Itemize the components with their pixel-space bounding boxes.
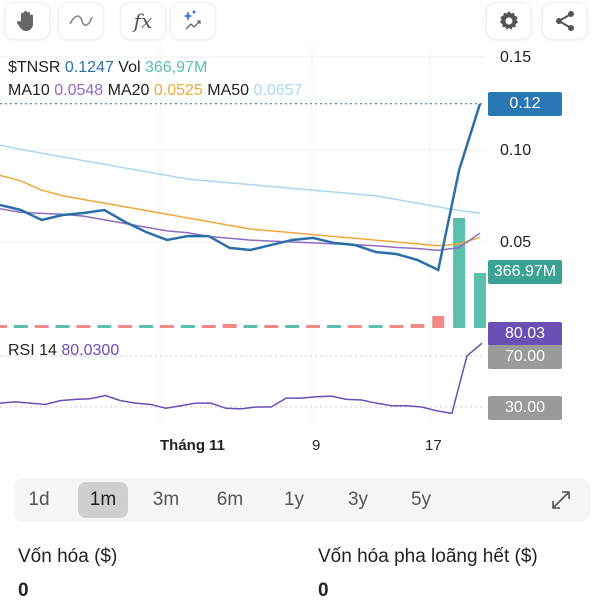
ma50-line — [0, 144, 481, 214]
indicator-button[interactable]: fx — [120, 2, 166, 40]
ai-sparkle-icon — [183, 10, 201, 30]
price-tag: 0.12 — [488, 92, 562, 116]
ma-legend: MA10 0.0548 MA20 0.0525 MA50 0.0657 — [8, 82, 302, 100]
volume-bar — [55, 325, 70, 328]
symbol: $TNSR — [8, 59, 61, 76]
market-cap-value: 0 — [18, 580, 29, 601]
x-label-month: Tháng 11 — [160, 437, 226, 454]
ma50-value: 0.0657 — [253, 82, 303, 99]
ma20-label: MA20 — [107, 82, 150, 99]
volume-bar — [453, 218, 466, 328]
function-icon: fx — [133, 9, 153, 33]
range-3m[interactable]: 3m — [152, 489, 180, 510]
share-icon — [556, 11, 574, 31]
ai-button[interactable] — [170, 2, 216, 40]
ma20-value: 0.0525 — [153, 82, 203, 99]
volume-tag: 366.97M — [488, 260, 562, 284]
ma50-label: MA50 — [207, 82, 250, 99]
range-3y[interactable]: 3y — [347, 489, 369, 510]
time-range-bar: 1d 1m 3m 6m 1y 3y 5y — [14, 478, 590, 522]
volume-bar — [222, 324, 237, 328]
rsi-tag: 80.03 — [488, 322, 562, 346]
rsi-line — [0, 342, 483, 415]
volume-bar — [264, 325, 279, 328]
axis-label-0.15: 0.15 — [500, 49, 532, 66]
volume-bar — [13, 325, 28, 328]
volume-bar — [389, 325, 404, 328]
x-label-9: 9 — [312, 437, 321, 454]
share-button[interactable] — [542, 2, 588, 40]
hand-icon — [16, 11, 33, 31]
gear-icon — [499, 11, 519, 30]
curve-icon — [69, 15, 93, 26]
volume-bar — [432, 316, 445, 328]
curve-tool-button[interactable] — [58, 2, 104, 40]
settings-button[interactable] — [486, 2, 532, 40]
volume-bar — [0, 325, 7, 328]
volume-bar — [201, 325, 216, 328]
ma20-line — [0, 174, 481, 247]
price-value: 0.1247 — [64, 59, 114, 76]
price-line — [0, 103, 482, 272]
range-1d[interactable]: 1d — [28, 489, 50, 510]
ma10-label: MA10 — [8, 82, 50, 99]
range-6m[interactable]: 6m — [216, 489, 244, 510]
fdv-label: Vốn hóa pha loãng hết ($) — [318, 546, 538, 567]
vol-label: Vol — [118, 59, 141, 76]
price-legend: $TNSR 0.1247 Vol 366,97M — [8, 59, 207, 77]
rsi-legend: RSI 14 80.0300 — [8, 342, 119, 360]
vol-value: 366,97M — [145, 59, 208, 76]
ma10-value: 0.0548 — [54, 82, 104, 99]
expand-icon[interactable] — [549, 488, 573, 512]
hand-tool-button[interactable] — [4, 2, 50, 40]
axis-label-0.10: 0.10 — [500, 142, 532, 159]
volume-bar — [306, 325, 321, 328]
volume-bar — [243, 325, 258, 328]
volume-bar — [368, 325, 383, 328]
volume-bar — [474, 273, 486, 328]
volume-bar — [139, 325, 154, 328]
volume-bar — [76, 325, 91, 328]
rsi-30-tag: 30.00 — [488, 396, 562, 420]
volume-bar — [118, 325, 133, 328]
volume-bar — [410, 324, 425, 328]
axis-label-0.05: 0.05 — [500, 234, 532, 251]
rsi-label: RSI 14 — [8, 342, 57, 359]
volume-bar — [97, 325, 112, 328]
fdv-value: 0 — [318, 580, 329, 601]
ma10-line — [0, 207, 481, 252]
range-1y[interactable]: 1y — [283, 489, 305, 510]
volume-bar — [180, 325, 195, 328]
rsi-value: 80.0300 — [61, 342, 120, 359]
volume-bar — [347, 325, 362, 328]
range-1m[interactable]: 1m — [78, 482, 128, 518]
volume-bar — [34, 325, 49, 328]
x-label-17: 17 — [425, 437, 442, 454]
volume-bar — [159, 325, 174, 328]
market-cap-label: Vốn hóa ($) — [18, 546, 118, 567]
rsi-70-tag: 70.00 — [488, 345, 562, 369]
volume-bar — [285, 325, 300, 328]
range-5y[interactable]: 5y — [410, 489, 432, 510]
volume-bar — [326, 325, 341, 328]
price-chart[interactable] — [0, 0, 600, 430]
